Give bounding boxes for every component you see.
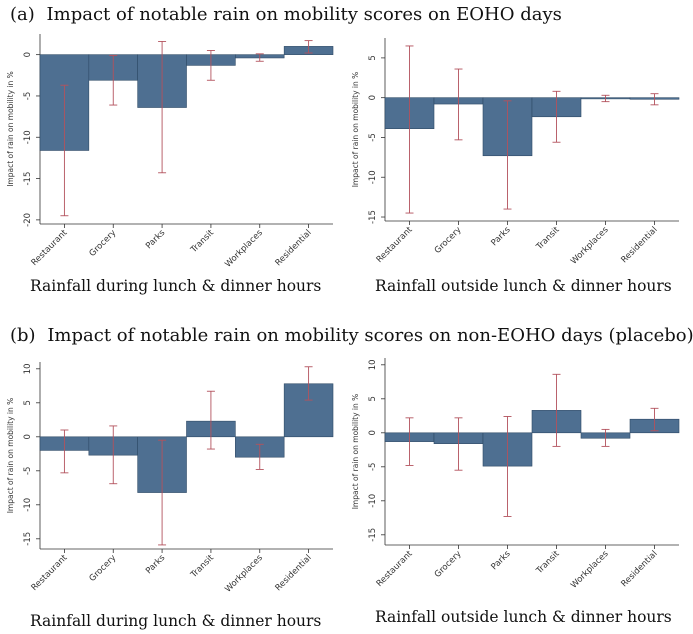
section-b-title-text: Impact of notable rain on mobility score… [47,325,693,346]
x-tick-label: Grocery [433,549,464,580]
y-axis-label: Impact of rain on mobility in % [351,72,360,188]
y-axis-label: Impact of rain on mobility in % [6,71,15,187]
y-tick-label: -5 [23,467,33,475]
y-tick-label: -15 [368,210,378,224]
y-tick-label: 10 [23,363,33,374]
y-tick-label: 0 [368,95,378,100]
y-tick-label: 0 [368,430,378,435]
section-b-title: (b) Impact of notable rain on mobility s… [10,325,693,346]
y-tick-label: -15 [23,532,33,546]
y-tick-label: -15 [368,528,378,542]
caption-a-left: Rainfall during lunch & dinner hours [30,277,322,295]
y-tick-label: -5 [368,463,378,471]
y-tick-label: -10 [23,498,33,512]
y-tick-label: -5 [368,133,378,141]
caption-a-right: Rainfall outside lunch & dinner hours [375,277,672,295]
section-a-title-text: Impact of notable rain on mobility score… [46,4,562,25]
section-b-tag: (b) [10,325,36,346]
y-tick-label: -10 [368,494,378,508]
y-tick-label: -20 [23,213,33,227]
y-tick-label: 5 [23,400,33,405]
y-tick-label: -15 [23,172,33,186]
y-tick-label: 0 [23,52,33,57]
x-tick-label: Workplaces [569,549,611,591]
y-tick-label: 10 [368,359,378,370]
x-tick-label: Transit [534,549,562,577]
y-axis-label: Impact of rain on mobility in % [6,398,15,514]
caption-b-left: Rainfall during lunch & dinner hours [30,612,322,630]
x-tick-label: Residential [619,549,659,589]
y-tick-label: -5 [23,92,33,100]
y-tick-label: 5 [368,55,378,60]
y-tick-label: 0 [23,434,33,439]
caption-b-right: Rainfall outside lunch & dinner hours [375,608,672,626]
x-tick-label: Restaurant [375,549,415,589]
y-tick-label: -10 [23,130,33,144]
y-tick-label: -10 [368,170,378,184]
y-tick-label: 5 [368,396,378,401]
y-axis-label: Impact of rain on mobility in % [351,394,360,510]
section-a-tag: (a) [10,4,35,25]
x-tick-label: Parks [489,549,513,573]
section-a-title: (a) Impact of notable rain on mobility s… [10,4,562,25]
